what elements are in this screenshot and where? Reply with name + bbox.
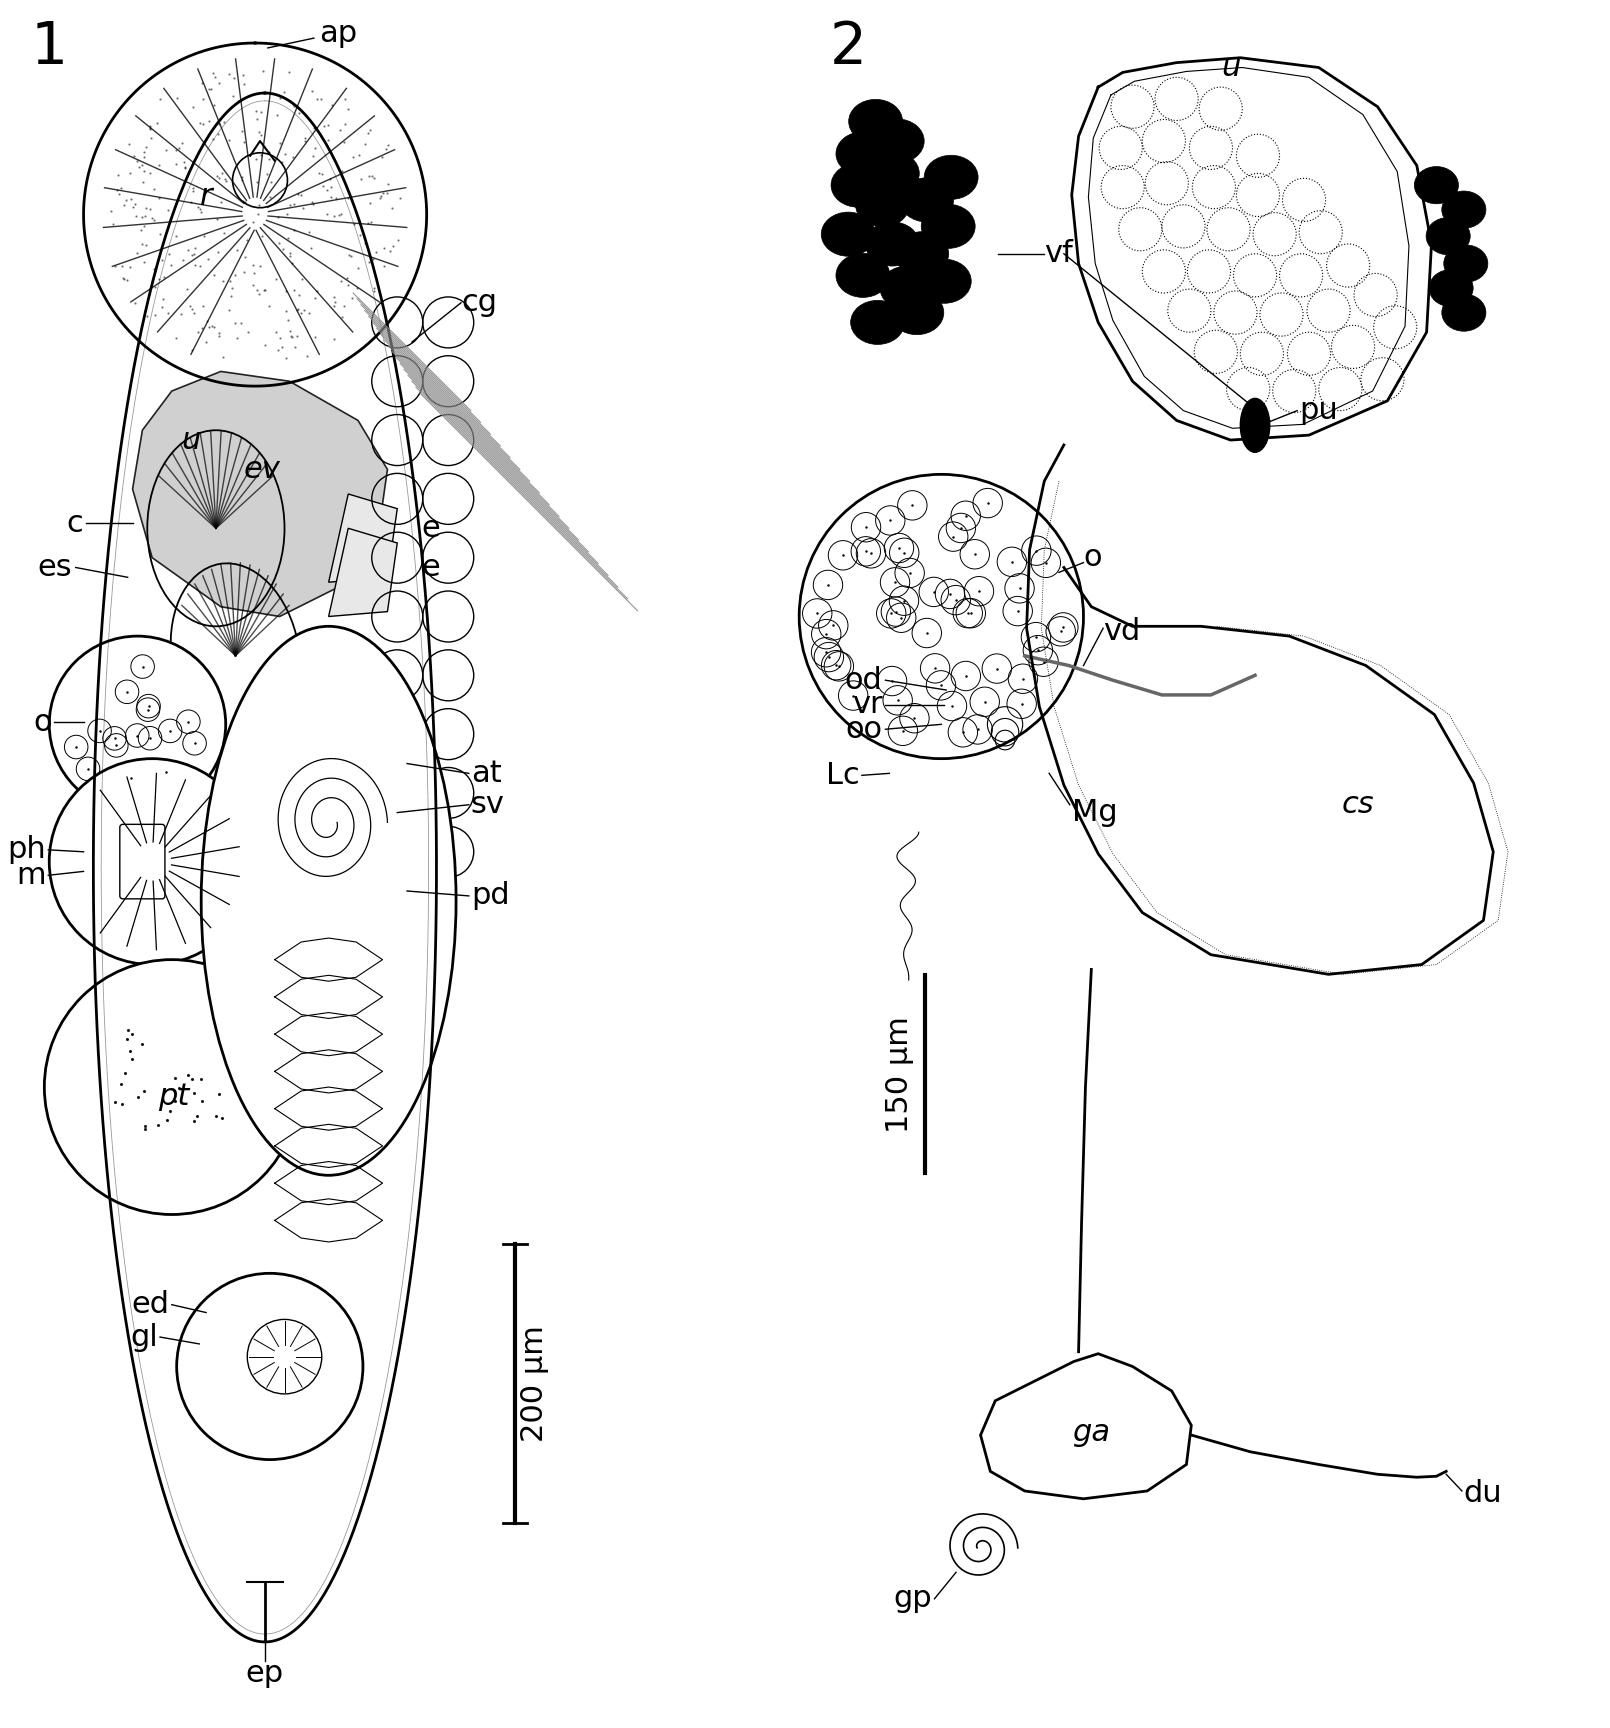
Ellipse shape xyxy=(890,290,943,335)
Polygon shape xyxy=(132,372,388,617)
Text: ev: ev xyxy=(243,454,280,484)
Ellipse shape xyxy=(831,162,886,207)
Circle shape xyxy=(45,959,299,1215)
Circle shape xyxy=(50,759,254,964)
Ellipse shape xyxy=(1240,399,1270,453)
Text: 200 μm: 200 μm xyxy=(520,1325,549,1441)
Text: r: r xyxy=(200,183,213,211)
Ellipse shape xyxy=(865,152,919,195)
Text: o: o xyxy=(34,708,52,736)
Text: o: o xyxy=(1084,543,1101,572)
Polygon shape xyxy=(328,529,398,617)
Polygon shape xyxy=(980,1353,1191,1498)
Ellipse shape xyxy=(1444,245,1488,282)
Ellipse shape xyxy=(1430,270,1473,308)
Text: gl: gl xyxy=(130,1322,158,1351)
Text: 150 μm: 150 μm xyxy=(884,1016,914,1134)
Text: vd: vd xyxy=(1103,617,1140,646)
Text: cg: cg xyxy=(460,289,497,318)
Ellipse shape xyxy=(836,254,890,297)
Text: 1: 1 xyxy=(31,19,68,76)
Ellipse shape xyxy=(1426,218,1470,254)
Ellipse shape xyxy=(201,626,456,1175)
Ellipse shape xyxy=(921,204,976,249)
Text: cs: cs xyxy=(1341,790,1375,819)
Text: ph: ph xyxy=(8,835,47,864)
Ellipse shape xyxy=(871,119,924,162)
Circle shape xyxy=(50,636,225,812)
Text: u: u xyxy=(1220,54,1240,81)
Ellipse shape xyxy=(1414,166,1459,204)
Text: oo: oo xyxy=(845,715,882,743)
Text: u: u xyxy=(182,425,201,454)
Text: ed: ed xyxy=(132,1291,169,1318)
Text: pu: pu xyxy=(1299,396,1338,425)
Text: es: es xyxy=(37,553,72,582)
Ellipse shape xyxy=(1443,294,1486,332)
Ellipse shape xyxy=(821,213,876,256)
Text: pt: pt xyxy=(158,1082,190,1111)
Text: sv: sv xyxy=(470,790,504,819)
Ellipse shape xyxy=(918,259,971,304)
Text: du: du xyxy=(1463,1479,1502,1509)
Circle shape xyxy=(799,475,1084,759)
Text: ga: ga xyxy=(1072,1417,1111,1446)
Text: od: od xyxy=(845,665,882,695)
FancyBboxPatch shape xyxy=(119,824,164,899)
Circle shape xyxy=(177,1274,362,1460)
Text: Lc: Lc xyxy=(826,760,860,790)
Ellipse shape xyxy=(900,178,953,221)
Ellipse shape xyxy=(836,131,890,176)
Text: pd: pd xyxy=(470,881,509,911)
Ellipse shape xyxy=(924,156,979,199)
Polygon shape xyxy=(328,494,398,582)
Text: gp: gp xyxy=(894,1585,932,1614)
Ellipse shape xyxy=(865,221,919,266)
Text: e: e xyxy=(422,553,441,582)
Text: c: c xyxy=(66,508,84,537)
Text: m: m xyxy=(16,861,47,890)
Text: 2: 2 xyxy=(829,19,866,76)
Text: ap: ap xyxy=(319,19,357,48)
Text: ep: ep xyxy=(246,1659,283,1688)
Text: vr: vr xyxy=(852,689,882,719)
Ellipse shape xyxy=(881,266,934,309)
Text: at: at xyxy=(470,759,502,788)
Text: Mg: Mg xyxy=(1072,798,1117,828)
Ellipse shape xyxy=(895,232,948,276)
Ellipse shape xyxy=(1443,192,1486,228)
Ellipse shape xyxy=(850,301,905,344)
Ellipse shape xyxy=(848,100,903,143)
Text: vf: vf xyxy=(1045,238,1072,268)
Text: e: e xyxy=(422,513,441,543)
Ellipse shape xyxy=(855,183,910,226)
